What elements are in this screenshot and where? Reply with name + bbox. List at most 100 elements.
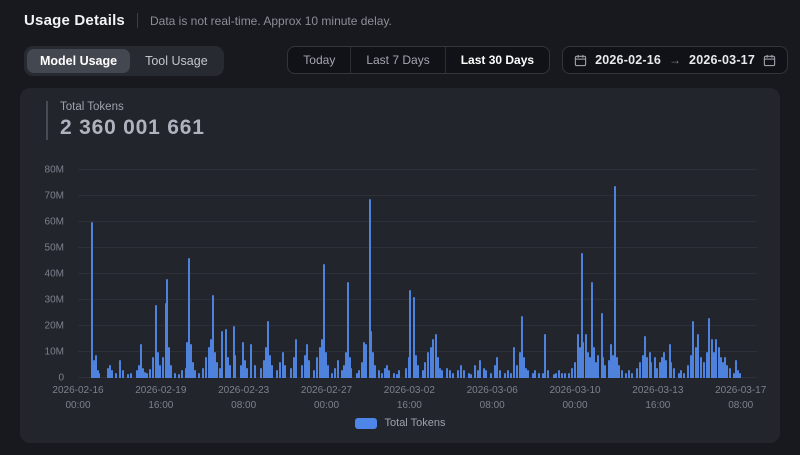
x-tick-label: 2026-02-19 16:00 xyxy=(135,385,187,411)
chart-bar xyxy=(409,289,412,378)
chart-bar xyxy=(597,354,600,378)
chart-bar xyxy=(424,362,427,378)
chart-bar xyxy=(358,370,361,378)
chart-bar xyxy=(283,365,286,378)
chart-bar xyxy=(207,346,210,378)
chart-bar xyxy=(643,336,646,378)
chart-bar xyxy=(344,352,347,378)
chart-bar xyxy=(244,359,247,378)
chart-bar xyxy=(670,362,673,378)
page-title: Usage Details xyxy=(24,12,125,29)
gridline xyxy=(78,351,757,352)
chart-bar xyxy=(515,365,518,378)
chart-bar xyxy=(607,359,610,378)
chart-bar xyxy=(348,357,351,378)
chart-bar xyxy=(577,333,580,378)
chart-bar xyxy=(166,279,169,378)
chart-bar xyxy=(655,367,658,378)
chart-bar xyxy=(584,333,587,378)
chart-bar xyxy=(621,370,624,378)
chart-bar xyxy=(350,367,353,378)
chart-bar xyxy=(712,352,715,378)
chart-bar xyxy=(732,372,735,378)
chart-bar xyxy=(456,370,459,378)
chart-bar xyxy=(435,333,438,378)
tab-tool-usage[interactable]: Tool Usage xyxy=(145,54,208,68)
chart-bar xyxy=(294,339,297,378)
chart-bar xyxy=(204,357,207,378)
gridline xyxy=(78,221,757,222)
chart-bar xyxy=(687,365,690,378)
chart-bar xyxy=(726,365,729,378)
chart-bar xyxy=(187,258,190,378)
chart-bar xyxy=(412,297,415,378)
chart-bar xyxy=(668,344,671,378)
chart-bar xyxy=(215,362,218,378)
chart-x-axis: 2026-02-16 00:00 2026-02-19 16:00 2026-02-23… xyxy=(52,383,766,417)
chart-bar xyxy=(404,367,407,378)
gridline xyxy=(78,299,757,300)
chart-bar xyxy=(695,346,698,378)
chart-y-axis: 0 10M 20M 30M 40M 50M 60M 70M 80M xyxy=(20,165,70,384)
chart-bar xyxy=(493,365,496,378)
chart-bar xyxy=(627,370,630,378)
chart-bar xyxy=(590,281,593,378)
range-last-30-days[interactable]: Last 30 Days xyxy=(444,47,549,73)
chart-bar xyxy=(612,354,615,378)
chart-bar xyxy=(156,352,159,378)
chart-bar xyxy=(319,346,322,378)
chart-bar xyxy=(181,370,184,378)
chart-bar xyxy=(340,370,343,378)
chart-bar xyxy=(369,331,372,378)
chart-bar xyxy=(289,367,292,378)
y-tick-label: 0 xyxy=(58,372,64,384)
chart-bar xyxy=(588,357,591,378)
y-tick-label: 60M xyxy=(44,216,64,228)
chart-bar xyxy=(520,315,523,378)
chart-bar xyxy=(202,367,205,378)
x-tick-label: 2026-03-10 00:00 xyxy=(549,385,601,411)
chart-bar xyxy=(227,357,230,378)
start-date[interactable]: 2026-02-16 xyxy=(595,53,662,67)
chart-bar xyxy=(432,339,435,378)
chart-bar xyxy=(586,352,589,378)
date-range-picker[interactable]: 2026-02-16 → 2026-03-17 xyxy=(562,46,788,74)
chart-bar xyxy=(522,357,525,378)
chart-bar xyxy=(301,365,304,378)
range-last-7-days[interactable]: Last 7 Days xyxy=(350,47,444,73)
chart-bar xyxy=(407,357,410,378)
gridline xyxy=(78,195,757,196)
tab-model-usage[interactable]: Model Usage xyxy=(27,49,131,73)
chart-bar xyxy=(275,370,278,378)
chart-bar xyxy=(259,367,262,378)
chart-bar xyxy=(308,359,311,378)
chart-bar xyxy=(602,357,605,378)
title-divider xyxy=(136,13,138,28)
chart-bar xyxy=(239,365,242,378)
chart-bar xyxy=(547,370,550,378)
chart-bar xyxy=(321,339,324,378)
chart-bar xyxy=(513,346,516,378)
chart-legend[interactable]: Total Tokens xyxy=(20,417,780,429)
x-tick-label: 2026-03-02 16:00 xyxy=(383,385,435,411)
chart-bar xyxy=(170,365,173,378)
chart-bar xyxy=(663,352,666,378)
chart-bar xyxy=(689,354,692,378)
metric-value: 2 360 001 661 xyxy=(60,116,205,139)
chart-bar xyxy=(630,372,633,378)
chart-bar xyxy=(281,352,284,378)
chart-bar xyxy=(697,333,700,378)
chart-bar xyxy=(561,372,564,378)
chart-bar xyxy=(504,372,507,378)
chart-plot-area[interactable] xyxy=(78,169,757,378)
chart-bar xyxy=(145,372,148,378)
chart-bar xyxy=(490,372,493,378)
range-today[interactable]: Today xyxy=(303,53,336,67)
chart-bar xyxy=(268,354,271,378)
x-tick-label: 2026-03-17 08:00 xyxy=(715,385,767,411)
chart-bar xyxy=(564,372,567,378)
chart-bar xyxy=(246,367,249,378)
controls-row: Model Usage Tool Usage Today Last 7 Days La… xyxy=(24,46,788,76)
chart-bar xyxy=(224,328,227,378)
end-date[interactable]: 2026-03-17 xyxy=(689,53,755,67)
